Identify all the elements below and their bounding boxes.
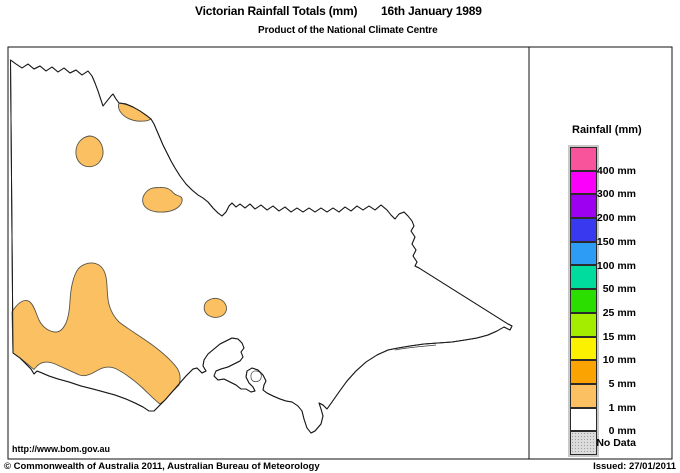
footer-copyright: © Commonwealth of Australia 2011, Austra… [4, 461, 320, 472]
legend-swatch-5-mm [570, 360, 597, 384]
legend-label: 300 mm [596, 188, 636, 201]
legend-swatch-column [570, 147, 597, 455]
legend-title: Rainfall (mm) [572, 124, 642, 136]
gippsland-lakes-line [394, 344, 437, 351]
legend-swatch-400-mm [570, 147, 597, 171]
legend-swatch-0-mm [570, 407, 597, 432]
legend-label: No Data [596, 437, 636, 450]
victoria-outline [10, 59, 513, 434]
legend-label: 0 mm [608, 425, 636, 438]
legend-label: 15 mm [602, 330, 636, 343]
legend-label: 200 mm [596, 212, 636, 225]
legend-swatch-no-data [570, 431, 597, 455]
map-frame [7, 46, 673, 460]
legend-label: 5 mm [608, 378, 636, 390]
legend-label: 400 mm [596, 164, 636, 177]
legend-label: 150 mm [596, 235, 636, 248]
footer-issued-date: Issued: 27/01/2011 [593, 461, 676, 472]
legend-swatch-300-mm [570, 170, 597, 195]
legend-swatch-50-mm [570, 265, 597, 290]
rain-patch [142, 187, 183, 213]
rain-patch [203, 297, 227, 318]
bom-url-text: http://www.bom.gov.au [12, 444, 110, 454]
legend-swatch-10-mm [570, 336, 597, 361]
legend-swatch-1-mm [570, 383, 597, 408]
rain-patch [75, 135, 104, 168]
legend-swatch-150-mm [570, 218, 597, 242]
page-title-date: 16th January 1989 [381, 4, 482, 18]
legend-swatch-200-mm [570, 194, 597, 219]
legend-swatch-100-mm [570, 241, 597, 266]
french-island-outline [250, 370, 262, 383]
legend-swatch-15-mm [570, 312, 597, 337]
rain-patch [11, 262, 181, 405]
legend-label: 25 mm [602, 306, 636, 319]
legend-label: 1 mm [608, 401, 636, 414]
page-title: Victorian Rainfall Totals (mm) [195, 4, 358, 18]
legend-swatch-25-mm [570, 289, 597, 313]
page-subtitle: Product of the National Climate Centre [258, 25, 438, 36]
legend-label: 10 mm [602, 354, 636, 367]
legend-label: 50 mm [602, 283, 636, 296]
legend-label: 100 mm [596, 259, 636, 272]
